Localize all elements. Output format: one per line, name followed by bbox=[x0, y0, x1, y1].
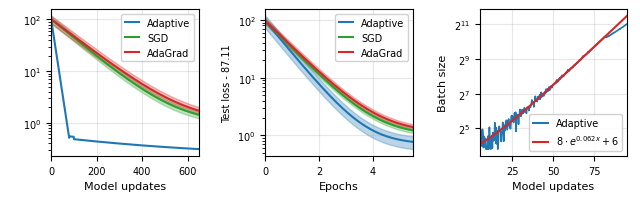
Y-axis label: Test loss - 87.11: Test loss - 87.11 bbox=[221, 44, 232, 122]
X-axis label: Epochs: Epochs bbox=[319, 181, 359, 191]
Legend: Adaptive, SGD, AdaGrad: Adaptive, SGD, AdaGrad bbox=[121, 15, 194, 62]
Legend: Adaptive, $8 \cdot e^{0.062x} + 6$: Adaptive, $8 \cdot e^{0.062x} + 6$ bbox=[529, 115, 622, 151]
Legend: Adaptive, SGD, AdaGrad: Adaptive, SGD, AdaGrad bbox=[335, 15, 408, 62]
Y-axis label: Batch size: Batch size bbox=[438, 55, 448, 111]
X-axis label: Model updates: Model updates bbox=[84, 181, 166, 191]
X-axis label: Model updates: Model updates bbox=[512, 181, 595, 191]
